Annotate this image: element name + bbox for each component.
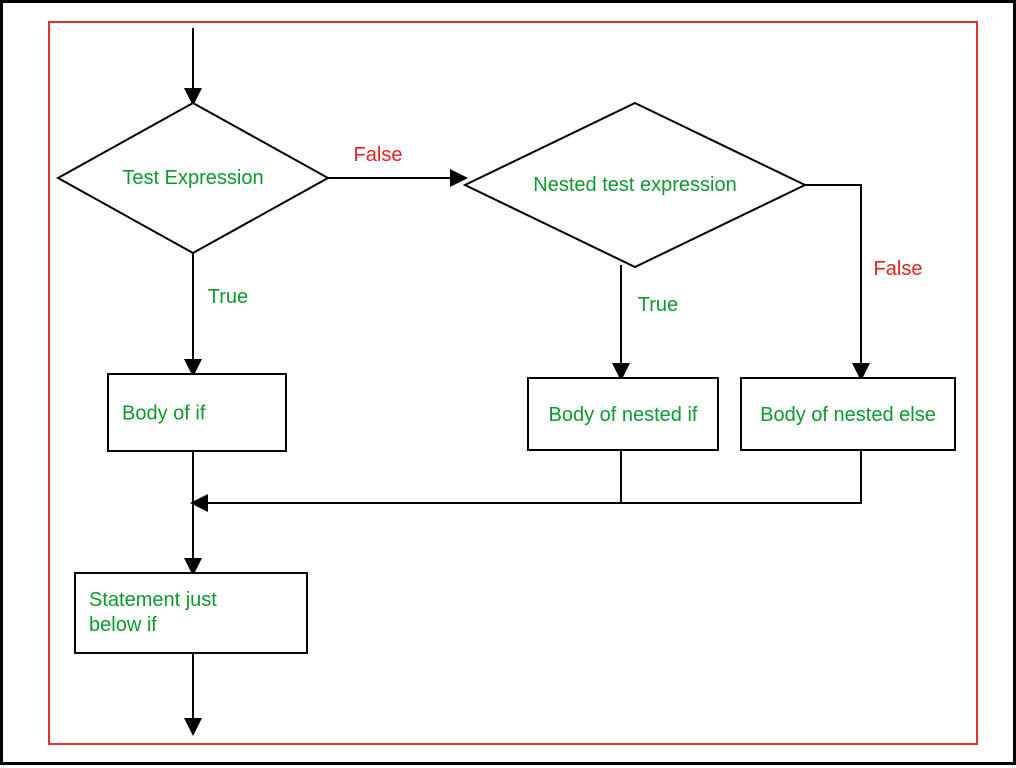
node-label-bodynestedif: Body of nested if [549, 404, 698, 426]
edge-label-test1-true-to-bodyif: True [208, 286, 248, 308]
edge-label-test1-false-to-test2: False [354, 144, 403, 166]
node-label-bodyif: Body of if [122, 403, 206, 425]
node-stmtbelow [75, 573, 307, 653]
edge-label-test2-false-to-bodynestedelse: False [874, 258, 923, 280]
edge-bodynestedelse-down-merge [193, 450, 861, 503]
outer-frame: False True True False Test Expression Nested … [0, 0, 1016, 765]
edge-label-test2-true-to-bodynestedif: True [638, 294, 678, 316]
node-label-test2: Nested test expression [533, 174, 736, 196]
flowchart-canvas: False True True False Test Expression Nested … [3, 3, 1016, 768]
node-label-bodynestedelse: Body of nested else [760, 404, 936, 426]
edge-test2-false-to-bodynestedelse [805, 185, 861, 378]
node-label-test1: Test Expression [122, 167, 263, 189]
